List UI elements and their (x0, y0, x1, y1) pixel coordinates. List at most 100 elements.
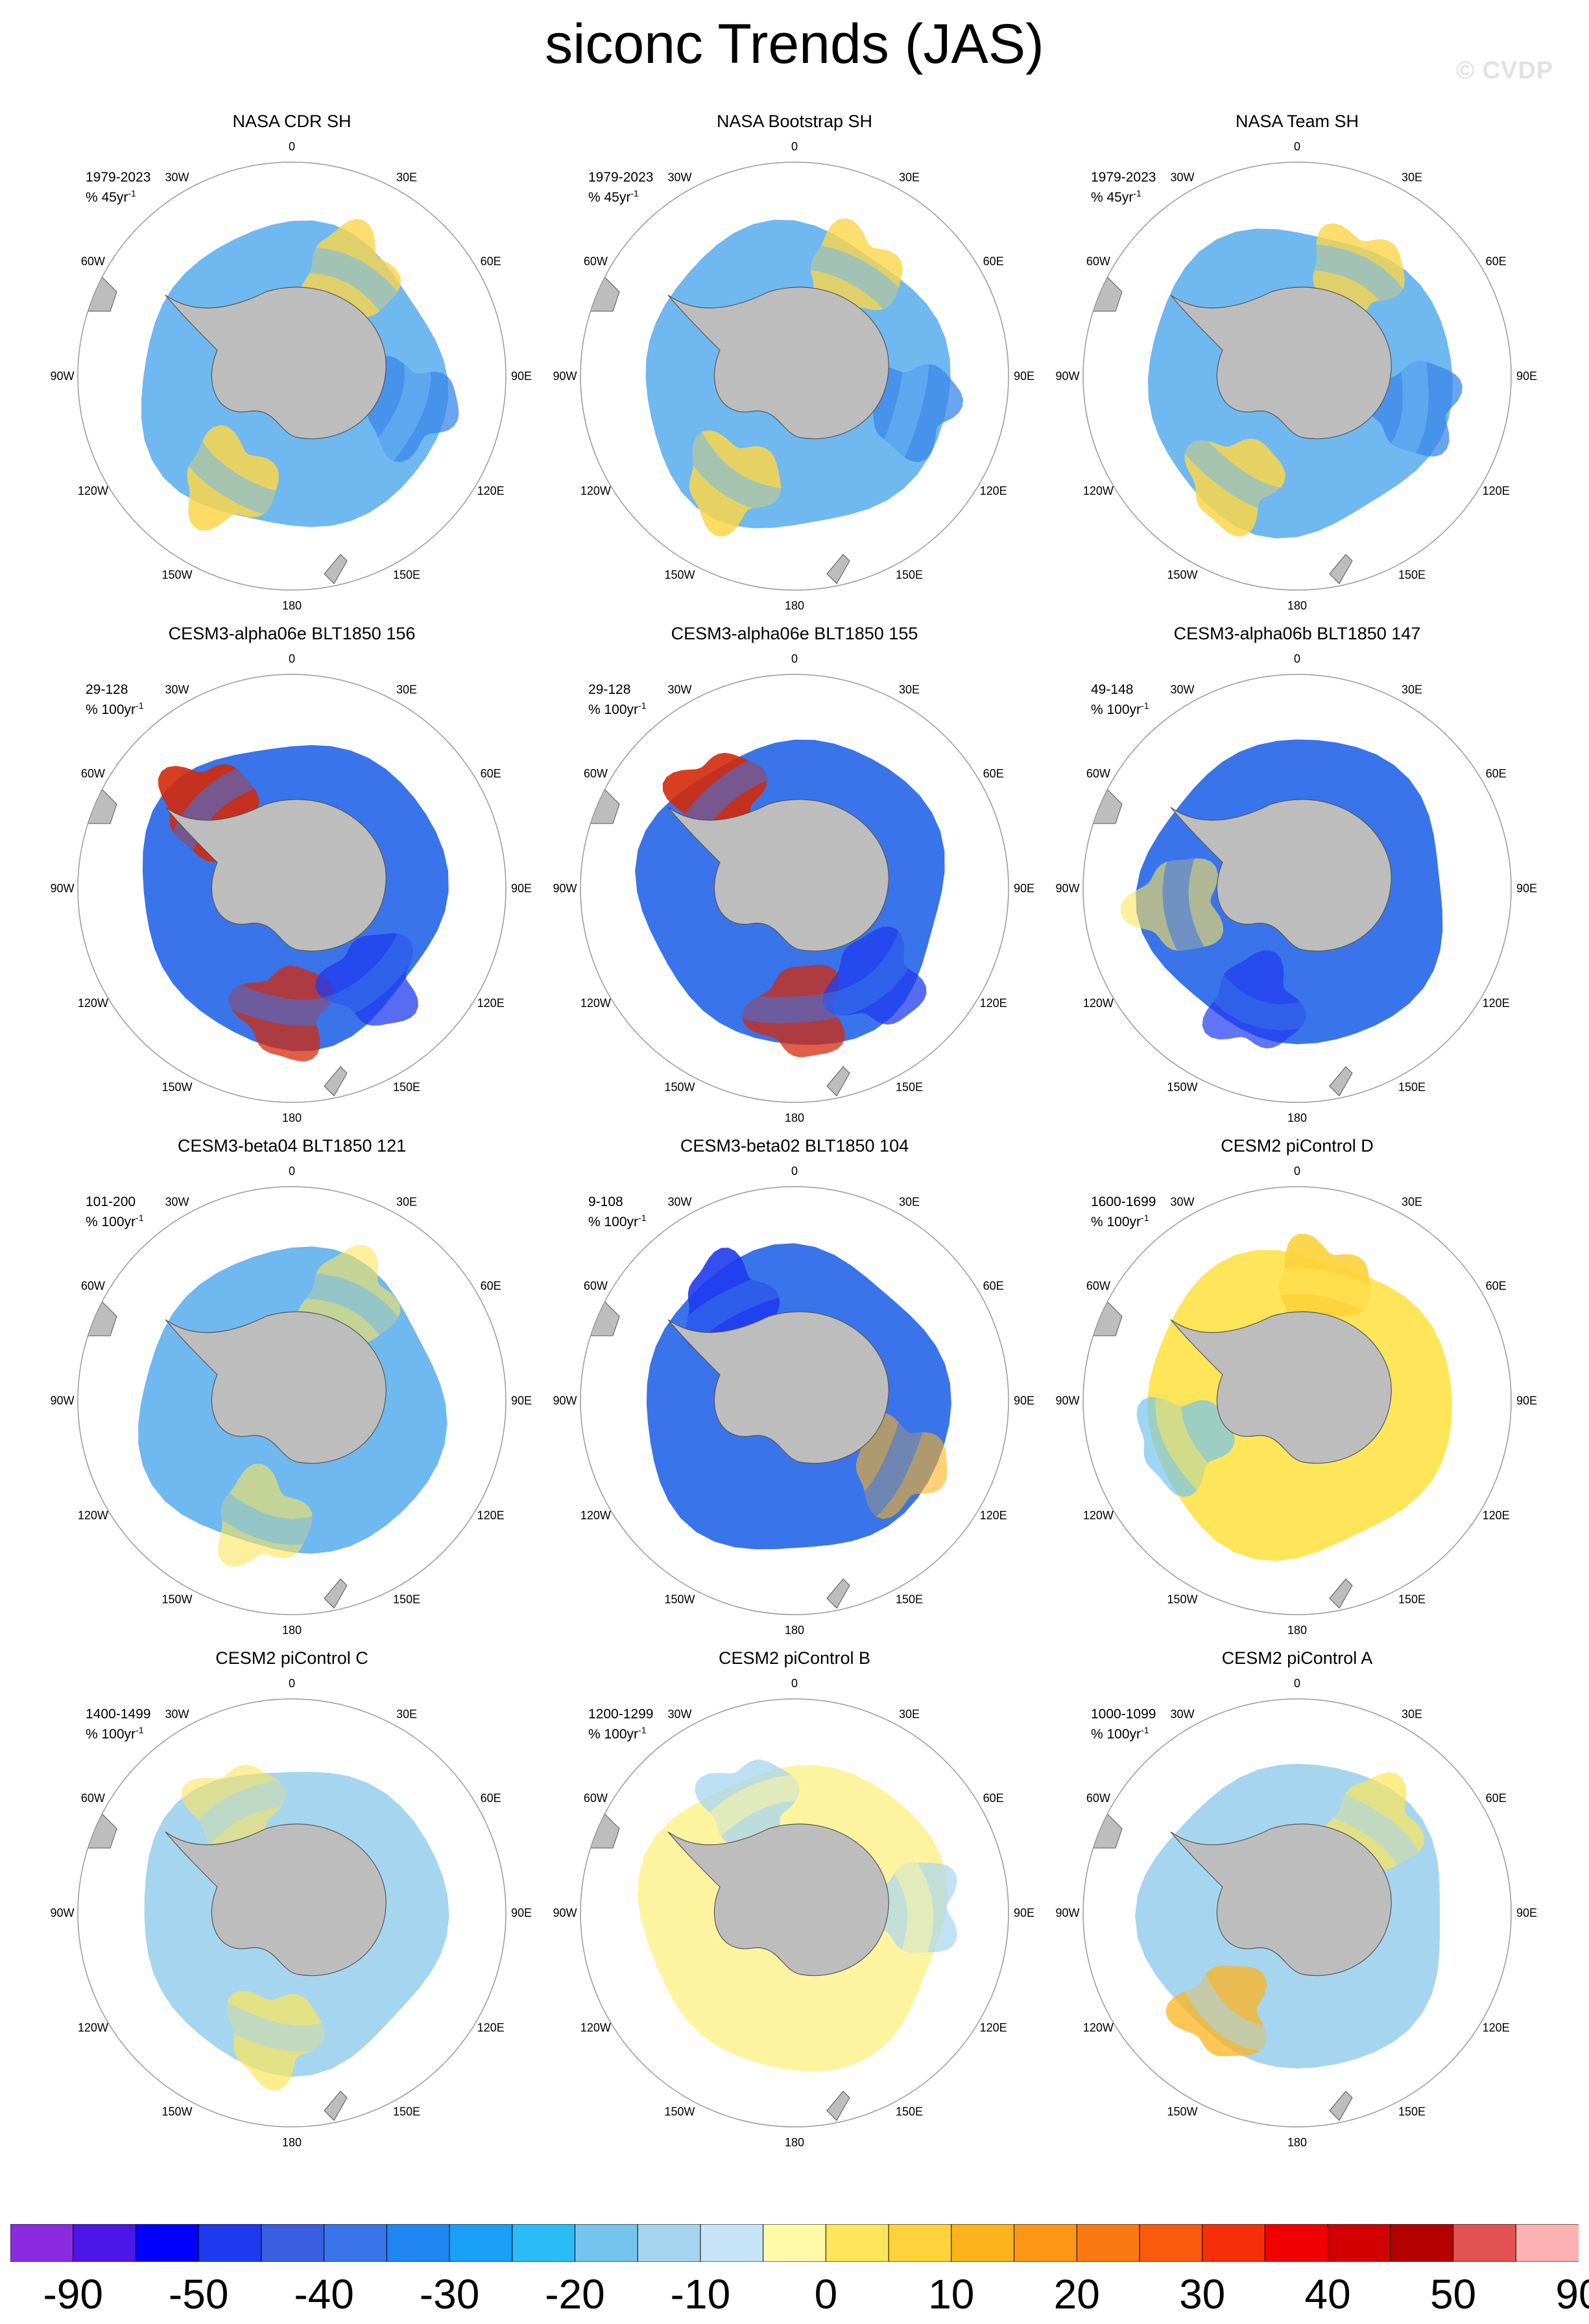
panel-units: % 100yr-1 (588, 1722, 647, 1742)
longitude-label: 150E (1398, 569, 1426, 582)
longitude-label: 150W (161, 2105, 192, 2118)
colorbar-swatch (1515, 2224, 1579, 2262)
map-panel: CESM2 piControl A 1000-1099% 100yr-1 0 30E 6… (1044, 1647, 1550, 2166)
longitude-label: 60E (1486, 1792, 1507, 1805)
longitude-label: 90E (511, 882, 532, 895)
units-exponent: -1 (638, 700, 647, 711)
map-boundary (580, 1698, 1009, 2128)
longitude-label: 30W (165, 683, 189, 696)
longitude-label: 30W (165, 1707, 189, 1720)
panel-period: 101-200 (86, 1194, 136, 1209)
antarctica-landmass (1170, 1311, 1392, 1464)
colorbar-swatch (261, 2224, 325, 2262)
panel-title: CESM3-alpha06e BLT1850 156 (168, 624, 416, 643)
longitude-label: 90W (553, 1906, 577, 1919)
longitude-label: 30W (667, 683, 691, 696)
longitude-label: 0 (1294, 652, 1300, 665)
longitude-label: 30W (1170, 1195, 1194, 1208)
colorbar-swatch (386, 2224, 451, 2262)
longitude-label: 30W (1170, 171, 1194, 184)
antarctica-landmass (165, 799, 387, 952)
longitude-label: 0 (289, 652, 295, 665)
panel-period: 1600-1699 (1091, 1194, 1156, 1209)
panel-period: 1000-1099 (1091, 1707, 1156, 1722)
longitude-label: 150E (896, 1593, 923, 1606)
longitude-label: 60W (584, 1279, 608, 1292)
longitude-label: 90E (511, 1906, 532, 1919)
polar-map: 0 30E 60E 90E 120E 150E 180 150W 120W 90W 60W 30W (553, 652, 1034, 1124)
colorbar-swatch (1390, 2224, 1454, 2262)
map-panel: NASA CDR SH 1979-2023% 45yr-1 0 30E 60E 90E 12… (39, 110, 545, 629)
map-panel: CESM3-alpha06e BLT1850 155 29-128% 100yr-… (542, 622, 1047, 1141)
longitude-label: 90W (50, 882, 74, 895)
colorbar-tick-label: -50 (168, 2271, 229, 2318)
polar-map: 0 30E 60E 90E 120E 150E 180 150W 120W 90W 60W 30W (1055, 140, 1537, 612)
colorbar-tick-label: -20 (545, 2271, 605, 2318)
longitude-label: 120W (580, 997, 611, 1010)
units-exponent: -1 (1141, 1213, 1149, 1223)
longitude-label: 150E (393, 1593, 420, 1606)
longitude-label: 60E (983, 255, 1004, 268)
units-exponent: -1 (136, 1725, 144, 1735)
longitude-label: 0 (791, 652, 798, 665)
map-boundary (1082, 674, 1512, 1103)
colorbar-tick-label: -30 (419, 2271, 480, 2318)
longitude-label: 30W (1170, 1707, 1194, 1720)
colorbar-labels: -90 -50 -40 -30 -20 -10 0 10 20 30 40 50 90 (0, 2270, 1589, 2324)
colorbar-swatch (700, 2224, 764, 2262)
polar-map: 0 30E 60E 90E 120E 150E 180 150W 120W 90W 60W 30W (1055, 652, 1537, 1124)
colorbar-tick-label: -90 (43, 2271, 103, 2318)
longitude-label: 120W (1083, 997, 1114, 1010)
longitude-label: 60W (1086, 767, 1110, 780)
panel-units: % 100yr-1 (1091, 698, 1149, 718)
longitude-label: 180 (1287, 1624, 1307, 1637)
units-exponent: -1 (1141, 700, 1149, 711)
longitude-label: 30E (1402, 683, 1422, 696)
longitude-label: 120W (78, 997, 108, 1010)
colorbar-swatch (10, 2224, 74, 2262)
longitude-label: 0 (289, 1165, 295, 1178)
longitude-label: 120W (580, 484, 611, 497)
ice-edge-band (158, 1272, 431, 1545)
longitude-label: 0 (791, 140, 798, 153)
longitude-label: 90E (1014, 1906, 1034, 1919)
longitude-label: 0 (791, 1677, 798, 1690)
longitude-label: 150E (1398, 1593, 1426, 1606)
panel-title: CESM2 piControl D (1221, 1136, 1374, 1156)
longitude-label: 120E (477, 1509, 505, 1522)
units-text: % 100yr (86, 1215, 136, 1229)
longitude-label: 150E (393, 1081, 420, 1094)
watermark: © CVDP (1456, 57, 1554, 84)
panel-units: % 45yr-1 (1091, 185, 1141, 206)
longitude-label: 30E (1402, 1195, 1422, 1208)
longitude-label: 120E (1483, 2021, 1510, 2034)
colorbar-tick-label: -40 (294, 2271, 354, 2318)
panel-period: 1200-1299 (588, 1707, 654, 1722)
map-panel: NASA Team SH 1979-2023% 45yr-1 0 30E 60E 90E 1… (1044, 110, 1550, 629)
longitude-label: 30E (899, 171, 920, 184)
longitude-label: 120E (1483, 484, 1510, 497)
longitude-label: 120W (580, 1509, 611, 1522)
longitude-label: 0 (1294, 140, 1300, 153)
longitude-label: 60E (983, 1279, 1004, 1292)
longitude-label: 180 (282, 1111, 302, 1124)
longitude-label: 90W (1055, 1394, 1079, 1407)
units-exponent: -1 (128, 188, 136, 198)
longitude-label: 180 (282, 2136, 302, 2149)
south-america-tip (80, 1299, 117, 1336)
longitude-label: 120E (477, 997, 505, 1010)
longitude-label: 30E (396, 1707, 417, 1720)
colorbar-swatch (512, 2224, 576, 2262)
antarctica-landmass (165, 287, 387, 440)
new-zealand (826, 1578, 850, 1609)
south-america-tip (1086, 787, 1123, 824)
longitude-label: 90E (1516, 882, 1537, 895)
longitude-label: 30E (1402, 1707, 1422, 1720)
colorbar-swatch (763, 2224, 827, 2262)
colorbar-tick-label: 50 (1429, 2271, 1477, 2318)
new-zealand (324, 2091, 348, 2121)
longitude-label: 60W (584, 255, 608, 268)
colorbar-tick-label: 30 (1179, 2271, 1226, 2318)
panel-units: % 100yr-1 (588, 698, 647, 718)
longitude-label: 120W (580, 2021, 611, 2034)
